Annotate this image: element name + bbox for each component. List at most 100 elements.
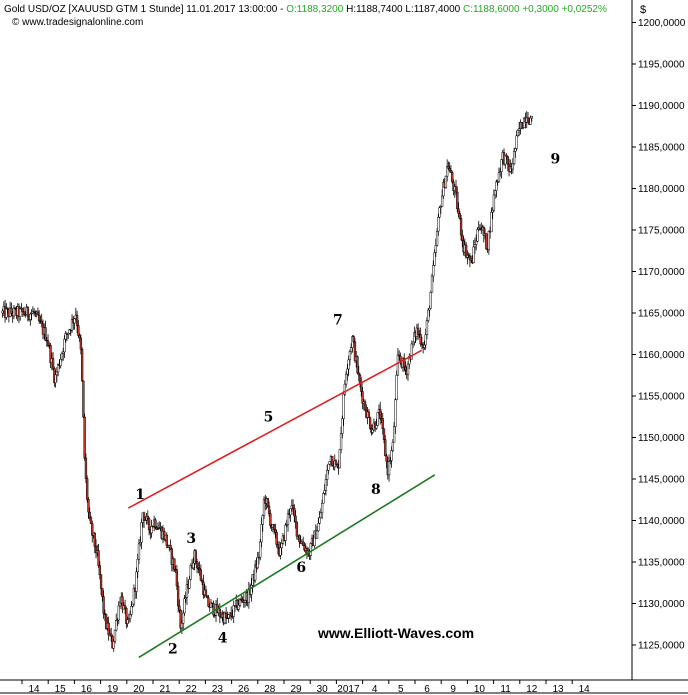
candle-body — [315, 530, 319, 539]
candle-body — [324, 479, 328, 491]
candle-body — [261, 515, 264, 525]
candle-body — [97, 550, 100, 566]
candle-body — [357, 372, 360, 376]
candle-body — [391, 441, 395, 451]
candle-body — [439, 206, 443, 208]
candle-body — [86, 478, 89, 500]
candle-body — [334, 460, 338, 465]
candle-body — [529, 117, 532, 125]
wave-label-9: 9 — [551, 152, 561, 168]
candle-body — [77, 325, 80, 336]
candle-body — [411, 341, 415, 345]
candle-body — [224, 612, 228, 619]
y-tick-label: 1175,0000 — [638, 226, 685, 237]
candle-body — [410, 343, 413, 360]
candle-body — [101, 588, 104, 597]
y-tick-label: 1140,0000 — [638, 516, 685, 527]
candle-body — [457, 208, 460, 214]
candle-body — [394, 399, 397, 427]
candle-body — [135, 571, 138, 592]
candle-body — [416, 327, 420, 335]
x-tick-label: 28 — [264, 684, 276, 695]
candle-body — [218, 608, 221, 617]
candle-body — [322, 493, 325, 504]
candle-body — [343, 383, 347, 395]
candle-body — [182, 612, 185, 624]
candle-body — [289, 508, 292, 515]
candle-body — [115, 620, 118, 631]
candle-body — [339, 433, 343, 451]
candle-body — [363, 401, 367, 411]
candle-body — [338, 449, 341, 469]
candle-body — [12, 307, 16, 317]
candle-body — [427, 309, 430, 321]
candle-body — [347, 359, 350, 370]
candle-body — [429, 292, 432, 309]
candle-body — [423, 344, 426, 348]
x-tick-label: 29 — [290, 684, 302, 695]
candle-body — [137, 543, 141, 560]
candle-body — [461, 234, 464, 242]
candle-body — [195, 561, 199, 569]
candle-body — [98, 565, 101, 576]
x-tick-label: 30 — [317, 684, 329, 695]
candle-body — [280, 543, 283, 549]
candle-body — [93, 532, 96, 547]
candle-body — [178, 605, 181, 611]
candle-body — [447, 166, 450, 169]
y-tick-label: 1170,0000 — [638, 267, 685, 278]
candle-body — [456, 191, 459, 210]
candle-body — [491, 209, 494, 213]
x-tick-label: 9 — [450, 684, 456, 695]
candle-body — [73, 318, 76, 324]
candle-body — [298, 534, 301, 543]
candle-body — [180, 622, 184, 629]
candle-body — [99, 574, 103, 589]
candle-body — [346, 368, 349, 375]
wave-label-4: 4 — [218, 631, 228, 647]
candle-body — [494, 190, 497, 196]
candle-body — [327, 463, 330, 471]
candle-body — [379, 408, 382, 420]
candle-body — [434, 245, 437, 253]
candle-body — [51, 358, 55, 369]
candle-body — [336, 464, 339, 467]
candle-body — [276, 544, 280, 549]
y-tick-label: 1160,0000 — [638, 350, 685, 361]
candle-body — [266, 498, 269, 507]
candle-body — [260, 524, 263, 543]
candle-body — [444, 175, 448, 188]
candle-body — [432, 265, 435, 277]
x-tick-label: 21 — [159, 684, 171, 695]
candles — [1, 111, 533, 652]
candle-body — [473, 244, 477, 248]
y-tick-label: 1200,0000 — [638, 18, 686, 29]
x-tick-label: 15 — [55, 684, 67, 695]
candle-body — [79, 337, 83, 350]
wave-label-6: 6 — [296, 560, 306, 576]
candle-body — [126, 619, 129, 624]
candle-body — [387, 461, 391, 476]
candle-body — [84, 457, 88, 479]
header-symbol: Gold USD/OZ [XAUUSD GTM 1 Stunde] — [4, 4, 184, 15]
x-tick-label: 11 — [500, 684, 511, 695]
candle-body — [451, 172, 454, 183]
candle-body — [131, 603, 134, 607]
candle-body — [404, 366, 407, 371]
candle-body — [424, 334, 427, 346]
candle-body — [317, 523, 320, 532]
candle-body — [376, 412, 379, 426]
candle-body — [44, 327, 47, 341]
candle-body — [490, 211, 493, 233]
candle-body — [142, 512, 146, 521]
candle-body — [22, 311, 26, 315]
candle-body — [46, 340, 50, 346]
candle-body — [384, 439, 387, 457]
candle-body — [295, 521, 299, 537]
candle-body — [30, 313, 33, 315]
candle-body — [118, 602, 122, 607]
candle-body — [59, 358, 62, 366]
candle-body — [406, 363, 410, 375]
candle-body — [173, 558, 176, 570]
candle-body — [19, 308, 22, 317]
